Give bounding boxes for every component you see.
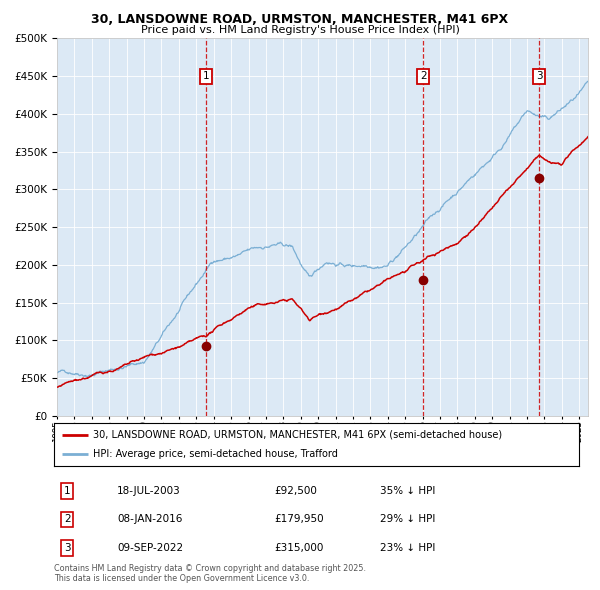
Text: 18-JUL-2003: 18-JUL-2003 — [117, 486, 181, 496]
Text: 23% ↓ HPI: 23% ↓ HPI — [380, 543, 435, 553]
Text: HPI: Average price, semi-detached house, Trafford: HPI: Average price, semi-detached house,… — [94, 450, 338, 460]
Text: £179,950: £179,950 — [275, 514, 324, 525]
Text: £92,500: £92,500 — [275, 486, 317, 496]
Text: Contains HM Land Registry data © Crown copyright and database right 2025.
This d: Contains HM Land Registry data © Crown c… — [54, 563, 366, 583]
Text: £315,000: £315,000 — [275, 543, 324, 553]
Text: 30, LANSDOWNE ROAD, URMSTON, MANCHESTER, M41 6PX: 30, LANSDOWNE ROAD, URMSTON, MANCHESTER,… — [91, 13, 509, 26]
Text: 1: 1 — [64, 486, 70, 496]
Text: 35% ↓ HPI: 35% ↓ HPI — [380, 486, 435, 496]
Text: 2: 2 — [420, 71, 427, 81]
Text: 3: 3 — [536, 71, 542, 81]
Text: 3: 3 — [64, 543, 70, 553]
Text: 08-JAN-2016: 08-JAN-2016 — [117, 514, 182, 525]
Text: 30, LANSDOWNE ROAD, URMSTON, MANCHESTER, M41 6PX (semi-detached house): 30, LANSDOWNE ROAD, URMSTON, MANCHESTER,… — [94, 430, 503, 440]
Text: 1: 1 — [202, 71, 209, 81]
Text: Price paid vs. HM Land Registry's House Price Index (HPI): Price paid vs. HM Land Registry's House … — [140, 25, 460, 35]
Text: 29% ↓ HPI: 29% ↓ HPI — [380, 514, 435, 525]
Text: 2: 2 — [64, 514, 70, 525]
Text: 09-SEP-2022: 09-SEP-2022 — [117, 543, 183, 553]
